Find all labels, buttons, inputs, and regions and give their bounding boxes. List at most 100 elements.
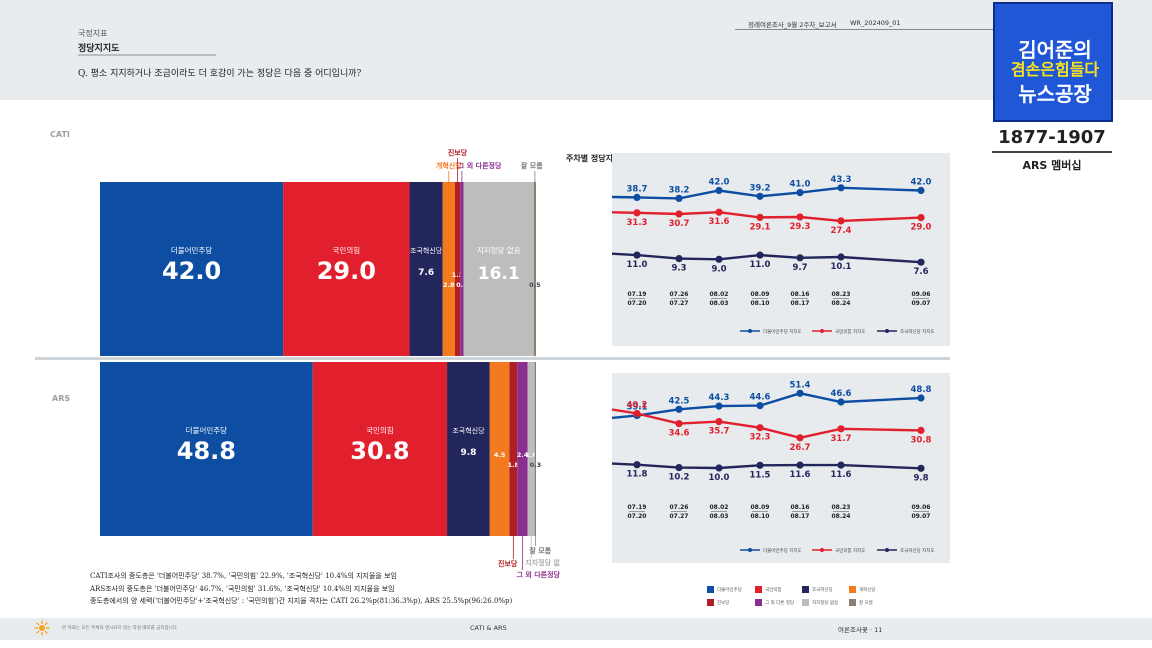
data-point (917, 426, 925, 434)
data-label: 29.3 (790, 222, 811, 232)
segment-value-label: 48.8 (177, 437, 236, 465)
report-underline (735, 29, 995, 30)
legend-swatch (707, 599, 714, 606)
page-title: 정당지지도 (78, 44, 120, 54)
legend-marker (820, 329, 824, 333)
legend-item: 개혁신당 (849, 586, 876, 593)
legend-label: 조국혁신당 지지도 (900, 547, 935, 554)
segment-value-label: 2.4 (517, 451, 529, 459)
data-point (633, 193, 641, 201)
x-tick-label: 08.02 (710, 504, 729, 511)
bar-segment (534, 362, 536, 536)
x-tick-label: 07.26 (670, 291, 689, 298)
bar-segment (463, 182, 534, 356)
data-label: 46.6 (831, 389, 852, 399)
legend-item-label: 잘 모름 (859, 600, 873, 606)
x-tick-label: 08.03 (710, 300, 729, 307)
x-tick-label: 09.06 (912, 291, 931, 298)
data-label: 38.7 (627, 184, 648, 194)
data-point (715, 418, 723, 426)
x-tick-label: 09.07 (912, 300, 931, 307)
legend-swatch (849, 599, 856, 606)
segment-name-label: 국민의힘 (333, 245, 361, 255)
stacked-bar-charts: 더불어민주당 42.0 국민의힘 29.0 조국혁신당 7.6 2.8 개혁신당 1.2 진보당 0… (100, 148, 560, 579)
segment-name-label: 조국혁신당 (452, 426, 485, 435)
survey-question: Q. 평소 지지하거나 조금이라도 더 호감이 가는 정당은 다음 중 어디입니… (78, 69, 362, 79)
data-point (715, 464, 723, 472)
x-tick-label: 07.27 (670, 300, 689, 307)
legend-item: 진보당 (707, 599, 729, 606)
data-label: 44.3 (709, 393, 730, 403)
callout-label: 그 외 다른정당 (458, 161, 502, 170)
x-tick-label: 07.20 (628, 513, 647, 520)
header-band (0, 0, 1152, 100)
segment-value-label: 0.8 (456, 281, 468, 289)
legend-item-label: 조국혁신당 (812, 587, 833, 593)
cati-trend-panel (612, 153, 950, 346)
data-point (715, 208, 723, 216)
callout-label: 개혁신당 (436, 161, 462, 170)
data-label: 7.6 (913, 267, 928, 277)
data-point (756, 192, 764, 200)
data-label: 11.5 (750, 470, 771, 480)
x-tick-label: 08.02 (710, 291, 729, 298)
data-label: 11.0 (627, 260, 648, 270)
data-point (675, 464, 683, 472)
callout-label: 잘 모름 (521, 161, 543, 170)
x-tick-label: 08.17 (791, 513, 810, 520)
logo-line-1: 김어준의 (1018, 38, 1092, 62)
segment-value-label: 16.1 (478, 264, 520, 284)
legend-item: 그 외 다른 정당 (755, 599, 794, 606)
x-tick-label: 07.19 (628, 504, 647, 511)
data-label: 11.6 (790, 470, 811, 480)
segment-name-label: 지지정당 없음 (477, 245, 521, 255)
data-label: 40.2 (627, 401, 648, 411)
bar-segment (283, 182, 410, 356)
data-point (675, 194, 683, 202)
data-label: 48.8 (911, 385, 932, 395)
data-label: 29.0 (911, 223, 932, 233)
legend-item: 더불어민주당 (707, 586, 742, 593)
data-label: 30.8 (911, 435, 932, 445)
x-tick-label: 08.03 (710, 513, 729, 520)
data-label: 39.2 (750, 183, 771, 193)
data-label: 11.6 (831, 470, 852, 480)
x-tick-label: 08.23 (832, 291, 851, 298)
data-label: 29.1 (750, 222, 771, 232)
data-label: 10.0 (709, 473, 730, 483)
x-tick-label: 08.09 (751, 291, 770, 298)
series-line (611, 210, 922, 223)
data-point (675, 255, 683, 263)
segment-value-label: 0.5 (529, 281, 541, 289)
x-tick-label: 09.07 (912, 513, 931, 520)
data-point (756, 461, 764, 469)
segment-value-label: 30.8 (350, 437, 409, 465)
data-point (633, 409, 641, 418)
segment-value-label: 1.6 (525, 451, 537, 459)
report-name: 정례여론조사_9월 2주차_보고서 (748, 21, 837, 29)
flower-logo-icon (34, 620, 50, 636)
segment-value-label: 4.5 (494, 451, 506, 459)
x-tick-label: 08.10 (751, 513, 770, 520)
bar-segment (312, 362, 448, 536)
data-point (715, 255, 723, 263)
x-tick-label: 08.10 (751, 300, 770, 307)
series-line (611, 408, 922, 440)
legend-swatch (707, 586, 714, 593)
legend-label: 국민의힘 지지도 (835, 328, 865, 335)
report-code: WR_202409_01 (850, 19, 901, 27)
legend-marker (748, 329, 752, 333)
title-underline (78, 54, 216, 56)
bar-segment (100, 182, 284, 356)
segment-value-label: 1.2 (452, 271, 464, 279)
legend-item: 지지정당 없음 (802, 599, 838, 606)
bar-segment (460, 182, 464, 356)
legend-item: 잘 모름 (849, 599, 873, 606)
membership-label: ARS 멤버십 (1022, 159, 1082, 172)
data-label: 51.4 (790, 380, 811, 390)
legend-swatch (755, 599, 762, 606)
note-line: CATI조사의 중도층은 '더불어민주당' 38.7%, '국민의힘' 22.9… (90, 572, 397, 580)
segment-value-label: 29.0 (317, 257, 376, 285)
section-divider (35, 357, 950, 360)
